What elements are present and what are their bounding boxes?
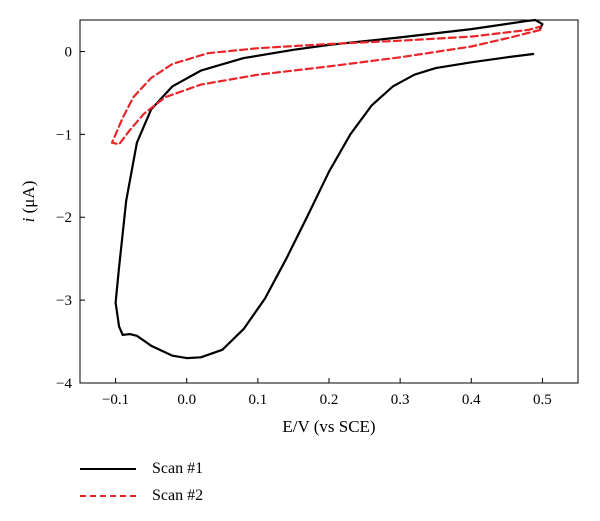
legend-item-scan-2: Scan #2 — [80, 482, 203, 509]
legend-label-scan-1: Scan #1 — [152, 459, 204, 477]
legend-swatch-scan-1 — [80, 467, 136, 470]
series-line-scan-2 — [110, 25, 542, 146]
y-tick-label: −2 — [56, 210, 72, 226]
y-tick-label: −1 — [56, 127, 72, 143]
x-tick-label: 0.1 — [248, 392, 267, 408]
y-tick-label: 0 — [65, 44, 73, 60]
y-axis-ticks: 0 −1 −2 −3 −4 — [56, 44, 85, 392]
legend-swatch-scan-2 — [80, 494, 136, 497]
x-tick-label: −0.1 — [102, 392, 129, 408]
y-tick-label: −4 — [56, 376, 72, 392]
x-tick-label: 0.2 — [320, 392, 339, 408]
y-tick-label: −3 — [56, 293, 72, 309]
y-axis-label-unit: (μA) — [19, 181, 38, 218]
plot-lines — [110, 18, 544, 360]
plot-frame — [79, 19, 579, 384]
y-axis-label-symbol: i — [19, 217, 38, 222]
y-axis-label: i (μA) — [19, 181, 38, 223]
x-tick-label: 0.3 — [391, 392, 410, 408]
legend-label-scan-2: Scan #2 — [152, 486, 204, 504]
x-tick-label: 0.0 — [177, 392, 196, 408]
x-tick-label: 0.5 — [533, 392, 552, 408]
x-axis-ticks: −0.1 0.0 0.1 0.2 0.3 0.4 0.5 — [102, 378, 552, 408]
legend-item-scan-1: Scan #1 — [80, 455, 203, 482]
series-line-scan-1 — [114, 18, 544, 360]
x-axis-label: E/V (vs SCE) — [282, 417, 375, 436]
legend: Scan #1 Scan #2 — [80, 455, 203, 509]
x-tick-label: 0.4 — [462, 392, 481, 408]
